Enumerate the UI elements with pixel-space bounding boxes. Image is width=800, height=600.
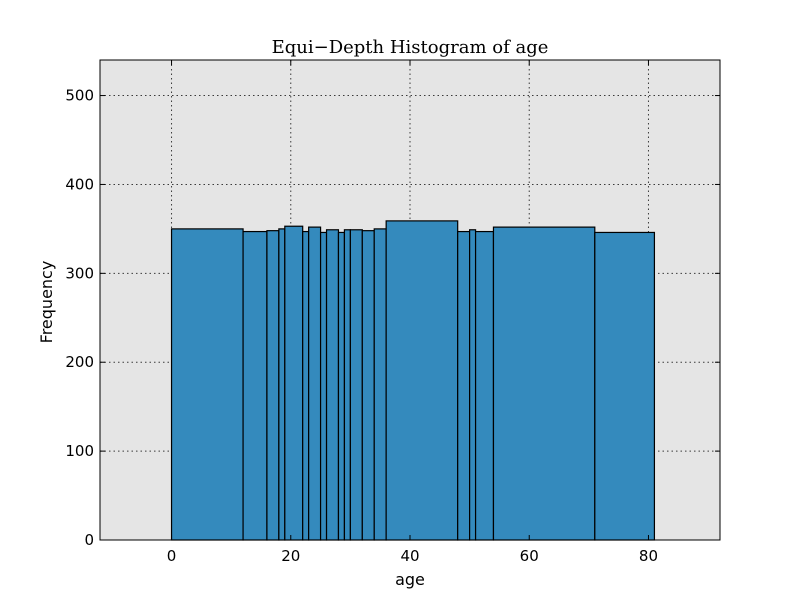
histogram-bar [302,230,310,541]
histogram-bar [242,230,268,541]
x-axis-label: age [395,570,425,589]
x-tick-label: 0 [167,547,177,565]
histogram-bar [337,231,346,541]
y-tick-label: 0 [84,531,94,549]
axis-ticks [100,60,720,541]
histogram-bar [457,230,471,541]
histogram-bar [594,231,656,541]
y-tick-label: 100 [65,442,94,460]
histogram-bar [319,231,328,541]
histogram-bar [284,225,304,541]
histogram-bar [469,229,477,541]
histogram-bar [474,230,495,541]
histogram-bar [325,229,340,541]
y-tick-label: 400 [65,175,94,193]
histogram-bar [361,230,375,541]
histogram-bar [385,220,459,541]
histogram-bar [373,228,387,541]
histogram-bars [170,220,656,541]
x-tick-label: 80 [639,547,658,565]
histogram-bar [308,226,322,541]
chart-title: Equi−Depth Histogram of age [272,37,549,58]
y-tick-label: 500 [65,87,94,105]
histogram-bar [492,226,596,541]
histogram-bar [349,229,363,541]
tick-labels: 0 20 40 60 80 0 100 200 300 400 500 [65,87,658,565]
histogram-bar [278,228,286,541]
histogram-bar [170,228,244,541]
y-tick-label: 300 [65,264,94,282]
x-tick-label: 40 [400,547,419,565]
x-tick-label: 20 [281,547,300,565]
histogram-bar [266,230,280,541]
x-tick-label: 60 [520,547,539,565]
y-axis-label: Frequency [37,261,56,344]
y-tick-label: 200 [65,353,94,371]
histogram-bar [343,229,351,541]
